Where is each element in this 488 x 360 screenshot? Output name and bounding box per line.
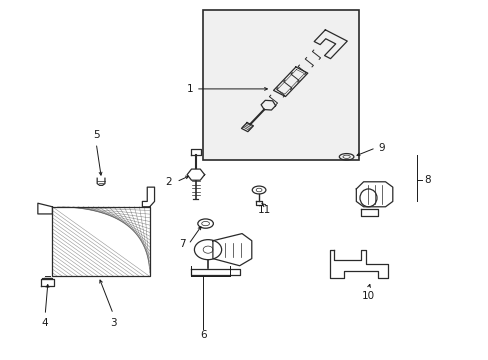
Text: 5: 5 <box>93 130 100 140</box>
Text: 9: 9 <box>377 143 384 153</box>
Text: 10: 10 <box>361 291 374 301</box>
Text: 8: 8 <box>424 175 430 185</box>
Text: 3: 3 <box>110 318 116 328</box>
Text: 1: 1 <box>186 84 193 94</box>
Bar <box>52 207 149 276</box>
Bar <box>203 10 358 160</box>
Text: 7: 7 <box>179 239 186 249</box>
Text: 4: 4 <box>42 318 48 328</box>
Text: 2: 2 <box>164 177 171 187</box>
Text: 6: 6 <box>200 330 206 341</box>
Text: 11: 11 <box>257 205 270 215</box>
